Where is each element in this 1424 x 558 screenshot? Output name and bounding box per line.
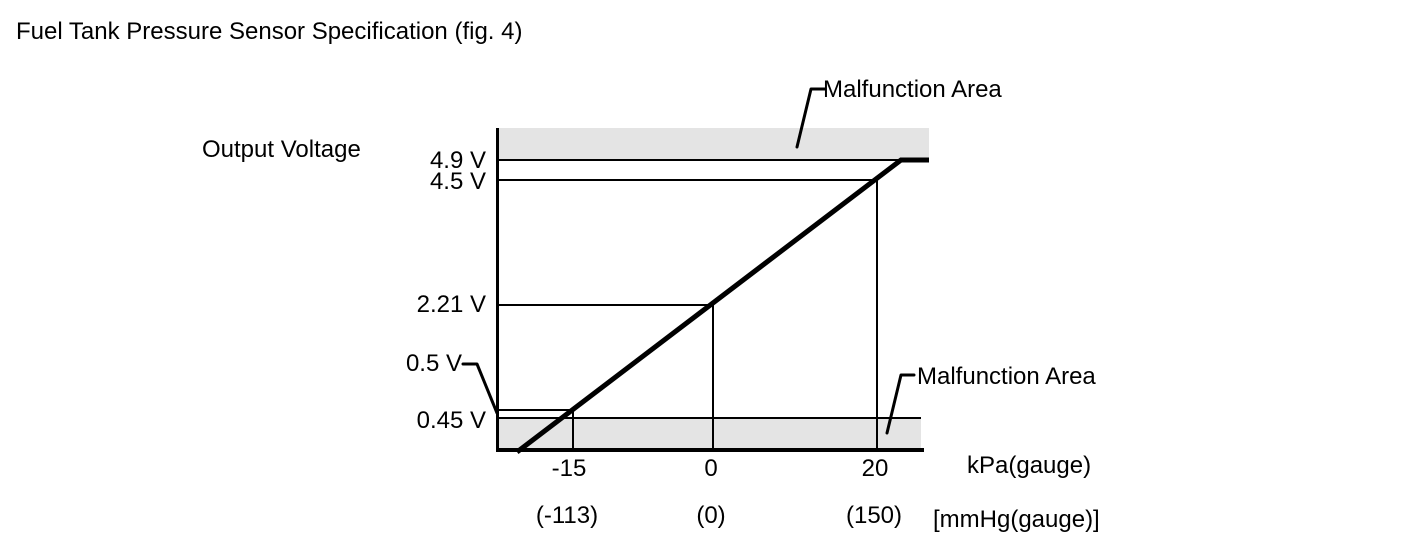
figure-title: Fuel Tank Pressure Sensor Specification … [16,18,523,45]
ref-line-0-45v [497,417,921,419]
malfunction-band-top [497,128,929,159]
y-axis-line [496,128,499,452]
x-tick-label-150mmhg: (150) [845,502,903,529]
ref-line-2-21v [497,304,714,306]
malfunction-band-bottom [497,419,921,449]
y-tick-label-0-5v: 0.5 V [405,350,462,377]
x-axis-line [496,448,924,452]
sensor-output-line [515,157,929,454]
y-tick-label-2-21v: 2.21 V [416,291,486,318]
x-tick-label-20kpa: 20 [861,455,889,482]
malfunction-area-bottom-label: Malfunction Area [917,363,1096,390]
x-axis-unit-kpa: kPa(gauge) [967,452,1092,479]
x-tick-label-minus15kpa: -15 [551,455,587,482]
ref-line-0-5v [497,409,574,411]
y-tick-label-4-9v: 4.9 V [429,147,486,174]
x-tick-label-0kpa: 0 [704,455,718,482]
x-axis-unit-mmhg: [mmHg(gauge)] [933,506,1100,533]
x-tick-label-0mmhg: (0) [696,502,726,529]
y-tick-label-4-5v: 4.5 V [429,168,486,195]
grid-line-0kpa [712,304,714,450]
y-tick-label-0-45v: 0.45 V [416,407,486,434]
y-axis-label: Output Voltage [202,136,361,163]
ref-line-4-9v [497,159,929,161]
callout-line-0-5v [461,362,499,415]
ref-line-4-5v [497,179,878,181]
malfunction-area-top-label: Malfunction Area [823,76,1002,103]
grid-line-minus15kpa [572,409,574,450]
x-tick-label-minus113mmhg: (-113) [535,502,599,529]
grid-line-20kpa [876,179,878,450]
